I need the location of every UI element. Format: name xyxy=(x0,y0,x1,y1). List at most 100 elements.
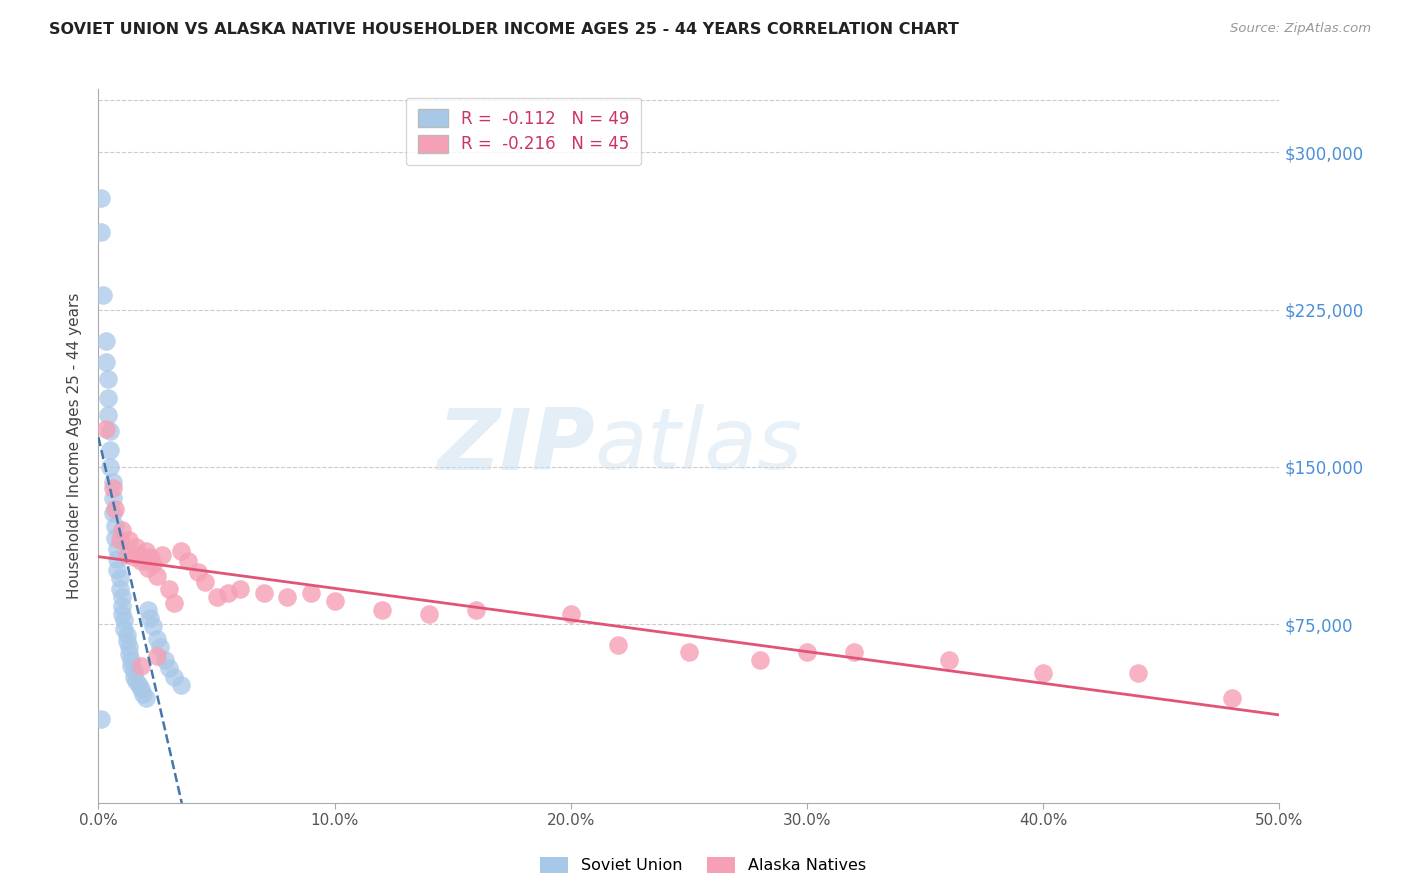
Point xyxy=(142,557,165,571)
Point xyxy=(149,640,172,655)
Point xyxy=(323,594,346,608)
Point xyxy=(112,622,135,636)
Text: Source: ZipAtlas.com: Source: ZipAtlas.com xyxy=(1230,22,1371,36)
Point xyxy=(104,518,127,533)
Point xyxy=(94,334,117,348)
Point xyxy=(187,565,209,579)
Point xyxy=(111,599,134,613)
Point xyxy=(94,355,117,369)
Point xyxy=(101,491,124,506)
Point xyxy=(101,475,124,489)
Point xyxy=(844,645,866,659)
Point xyxy=(1126,665,1149,680)
Y-axis label: Householder Income Ages 25 - 44 years: Householder Income Ages 25 - 44 years xyxy=(67,293,83,599)
Point xyxy=(101,506,124,520)
Point xyxy=(276,590,298,604)
Point xyxy=(97,408,120,422)
Point xyxy=(108,533,131,548)
Point xyxy=(97,372,120,386)
Point xyxy=(170,544,193,558)
Point xyxy=(299,586,322,600)
Point xyxy=(560,607,582,621)
Point xyxy=(125,540,148,554)
Point xyxy=(118,647,141,661)
Point xyxy=(115,628,138,642)
Legend: Soviet Union, Alaska Natives: Soviet Union, Alaska Natives xyxy=(533,850,873,880)
Text: ZIP: ZIP xyxy=(437,404,595,488)
Point xyxy=(91,288,114,302)
Point xyxy=(938,653,960,667)
Point xyxy=(465,603,488,617)
Point xyxy=(118,640,141,655)
Point xyxy=(748,653,770,667)
Point xyxy=(118,533,141,548)
Point xyxy=(129,659,152,673)
Point xyxy=(139,550,162,565)
Point xyxy=(129,554,152,568)
Point xyxy=(128,548,150,562)
Point xyxy=(132,687,155,701)
Point xyxy=(98,425,121,439)
Point xyxy=(157,582,180,596)
Point xyxy=(108,571,131,585)
Point xyxy=(170,678,193,692)
Point xyxy=(157,661,180,675)
Point xyxy=(111,590,134,604)
Point xyxy=(205,590,228,604)
Point xyxy=(136,560,159,574)
Point xyxy=(194,575,217,590)
Point xyxy=(678,645,700,659)
Point xyxy=(1032,665,1054,680)
Point xyxy=(229,582,252,596)
Point xyxy=(136,603,159,617)
Point xyxy=(150,548,173,562)
Point xyxy=(104,502,127,516)
Point xyxy=(98,460,121,475)
Point xyxy=(90,225,112,239)
Point xyxy=(101,481,124,495)
Point xyxy=(128,678,150,692)
Point xyxy=(111,607,134,621)
Point xyxy=(108,582,131,596)
Point xyxy=(418,607,440,621)
Text: atlas: atlas xyxy=(595,404,803,488)
Point xyxy=(135,690,157,705)
Point xyxy=(121,659,143,673)
Point xyxy=(115,548,138,562)
Point xyxy=(105,563,128,577)
Point xyxy=(146,569,169,583)
Point xyxy=(90,191,112,205)
Point xyxy=(371,603,394,617)
Point xyxy=(163,596,186,610)
Point xyxy=(94,422,117,436)
Point xyxy=(146,648,169,663)
Point xyxy=(112,613,135,627)
Point xyxy=(1220,690,1243,705)
Point xyxy=(163,670,186,684)
Point xyxy=(115,634,138,648)
Point xyxy=(98,443,121,458)
Point xyxy=(177,554,200,568)
Legend: R =  -0.112   N = 49, R =  -0.216   N = 45: R = -0.112 N = 49, R = -0.216 N = 45 xyxy=(406,97,641,165)
Point xyxy=(142,619,165,633)
Point xyxy=(146,632,169,646)
Point xyxy=(122,550,145,565)
Point xyxy=(105,541,128,556)
Point xyxy=(253,586,276,600)
Point xyxy=(796,645,818,659)
Point xyxy=(122,670,145,684)
Point xyxy=(97,391,120,405)
Point xyxy=(129,682,152,697)
Point xyxy=(607,639,630,653)
Point xyxy=(104,532,127,546)
Point xyxy=(217,586,239,600)
Point xyxy=(111,523,134,537)
Point xyxy=(105,552,128,566)
Point xyxy=(135,544,157,558)
Point xyxy=(122,664,145,678)
Point xyxy=(153,653,176,667)
Point xyxy=(125,674,148,689)
Text: SOVIET UNION VS ALASKA NATIVE HOUSEHOLDER INCOME AGES 25 - 44 YEARS CORRELATION : SOVIET UNION VS ALASKA NATIVE HOUSEHOLDE… xyxy=(49,22,959,37)
Point xyxy=(121,653,143,667)
Point xyxy=(139,611,162,625)
